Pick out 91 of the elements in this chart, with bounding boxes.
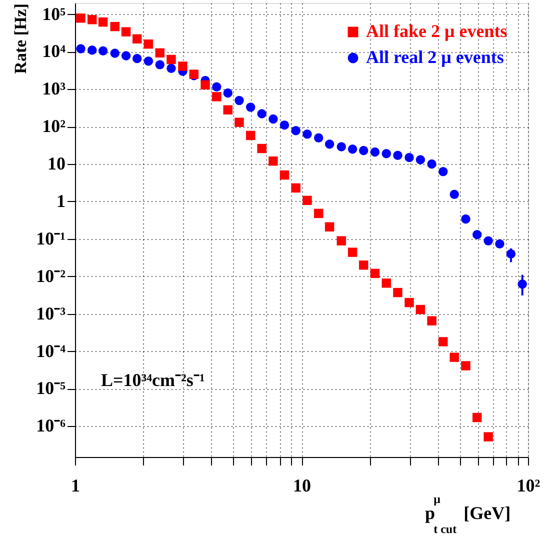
point [257, 109, 266, 118]
point [144, 56, 154, 66]
y-tick-label: 10² [42, 116, 66, 136]
point [393, 288, 402, 298]
point [121, 51, 131, 60]
point [393, 150, 402, 160]
point [257, 144, 266, 154]
point [212, 92, 222, 102]
x-tick-label: 10² [516, 476, 540, 496]
y-tick-label: 10³ [42, 78, 66, 99]
point [110, 22, 120, 32]
point [336, 142, 346, 152]
y-tick-label: 10⁻⁶ [36, 416, 66, 436]
point [302, 130, 312, 139]
x-tick-label: 10 [293, 476, 311, 496]
point [382, 278, 391, 288]
point [212, 82, 222, 92]
point [472, 230, 482, 240]
point [76, 13, 86, 23]
y-tick-label: 10⁻⁵ [36, 378, 66, 398]
point [472, 412, 482, 422]
point [427, 159, 436, 169]
point [348, 144, 358, 154]
legend-label: All real 2 μ events [366, 47, 504, 67]
point [324, 222, 334, 232]
point [246, 130, 256, 140]
point [484, 236, 493, 246]
point [132, 54, 142, 64]
point [336, 236, 346, 246]
text: pμt cut [GeV] [425, 492, 511, 536]
point [178, 62, 188, 71]
point [88, 15, 97, 24]
y-tick-label: 10⁴ [42, 41, 66, 62]
point [427, 316, 436, 326]
annotation: L=10³⁴cm⁻²s⁻¹ [101, 370, 205, 390]
point [450, 352, 459, 362]
point [98, 46, 108, 56]
point [370, 268, 380, 278]
y-tick-label: 1 [56, 190, 66, 211]
point [234, 118, 244, 127]
y-tick-label: 10⁵ [42, 4, 66, 24]
point [358, 146, 368, 156]
point [495, 239, 504, 248]
point [132, 34, 142, 44]
point [438, 166, 448, 176]
point [246, 102, 256, 112]
point [121, 27, 131, 36]
point [484, 432, 493, 442]
point [268, 156, 278, 166]
point [416, 304, 426, 314]
point [144, 39, 154, 49]
point [110, 48, 120, 58]
point [438, 337, 448, 346]
y-tick-label: 10⁻³ [36, 303, 66, 324]
point [280, 120, 290, 130]
y-tick-label: 10⁻⁴ [36, 340, 66, 361]
point [291, 126, 300, 136]
point [291, 183, 300, 193]
point [98, 17, 108, 27]
point [302, 196, 312, 205]
point [166, 54, 176, 64]
point [382, 149, 391, 158]
y-tick-label: 10⁻¹ [36, 228, 66, 248]
legend-label: All fake 2 μ events [366, 21, 508, 41]
point [370, 147, 380, 157]
y-tick-label: 10 [48, 154, 66, 174]
point [461, 361, 470, 370]
point [404, 152, 414, 162]
point [358, 260, 368, 270]
point [76, 44, 86, 54]
point [223, 105, 232, 114]
point [416, 155, 426, 164]
y-axis-title: Rate [Hz] [11, 4, 30, 74]
y-tick-label: 10⁻² [36, 266, 66, 286]
point [200, 80, 210, 90]
point [280, 170, 290, 180]
point [324, 140, 334, 149]
point [404, 298, 414, 308]
point [223, 88, 232, 98]
point [268, 114, 278, 124]
point [88, 46, 97, 55]
point [348, 248, 358, 257]
point [314, 208, 324, 218]
point [234, 96, 244, 106]
point [155, 60, 164, 70]
point [314, 133, 324, 142]
point [166, 64, 176, 73]
point [155, 48, 164, 58]
x-tick-label: 1 [71, 476, 80, 496]
point [461, 214, 470, 224]
point [450, 190, 459, 199]
